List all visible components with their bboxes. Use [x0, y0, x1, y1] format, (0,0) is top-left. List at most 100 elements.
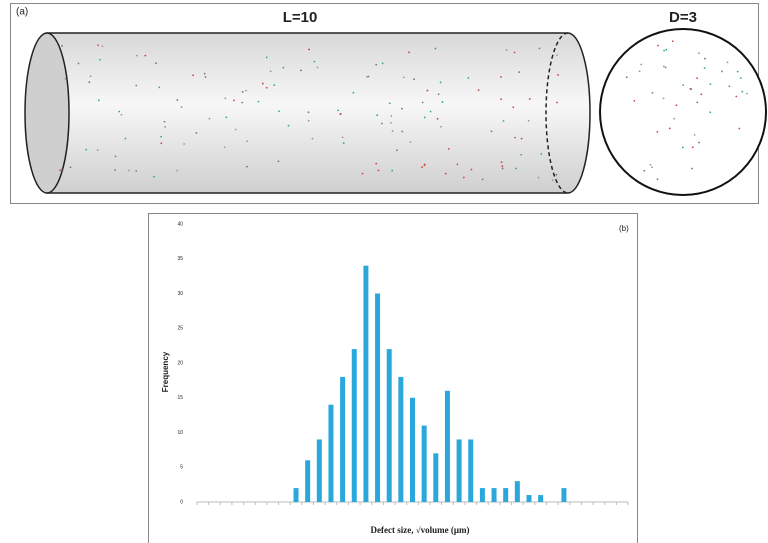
- defect-dot: [649, 163, 652, 166]
- y-tick-label: 5: [180, 465, 183, 471]
- bar: [444, 390, 450, 502]
- defect-dot: [421, 166, 423, 169]
- length-label: L=10: [283, 9, 318, 26]
- y-tick-label: 35: [177, 256, 183, 262]
- panel-b-frame: [148, 213, 638, 543]
- defect-dot: [60, 168, 63, 171]
- defect-dot: [225, 116, 228, 119]
- defect-dot: [514, 136, 516, 139]
- defect-dot: [501, 167, 504, 170]
- defect-dot: [155, 62, 157, 65]
- defect-dot: [527, 119, 530, 122]
- defect-dot: [153, 175, 155, 178]
- defect-dot: [437, 93, 440, 96]
- cylinder-hidden-edge: [545, 32, 569, 194]
- defect-dot: [114, 169, 117, 171]
- defect-dot: [375, 63, 378, 66]
- y-tick-label: 20: [177, 360, 183, 366]
- defect-dot: [691, 167, 693, 170]
- defect-dot: [99, 58, 102, 61]
- defect-dot: [408, 51, 410, 54]
- defect-dot: [520, 153, 523, 156]
- defect-dot: [163, 120, 166, 123]
- defect-dot: [700, 93, 703, 96]
- defect-dot: [381, 62, 384, 65]
- defect-dot: [339, 113, 342, 115]
- defect-dot: [337, 109, 339, 112]
- defect-dot: [377, 169, 380, 172]
- bar: [514, 481, 520, 502]
- defect-dot: [500, 76, 502, 78]
- defect-dot: [402, 76, 405, 79]
- defect-dot: [538, 47, 541, 50]
- bar: [479, 488, 485, 502]
- defect-dot: [124, 137, 127, 140]
- defect-dot: [556, 54, 558, 57]
- defect-dot: [557, 74, 560, 76]
- defect-dot: [135, 84, 138, 87]
- defect-dot: [696, 101, 699, 104]
- defect-dot: [423, 164, 426, 167]
- defect-dot: [726, 61, 729, 64]
- defect-dot: [316, 66, 319, 69]
- defect-dot: [502, 120, 505, 122]
- y-tick-label: 40: [177, 221, 183, 227]
- defect-dot: [481, 178, 484, 181]
- y-axis-title: Frequency: [161, 351, 170, 392]
- defect-dot: [223, 146, 226, 149]
- defect-dot: [668, 127, 671, 130]
- defect-dot: [192, 74, 195, 77]
- defect-dot: [515, 167, 517, 170]
- defect-dot: [118, 110, 121, 113]
- defect-dot: [540, 153, 543, 155]
- defect-dot: [671, 40, 674, 43]
- defect-dot: [703, 57, 706, 60]
- defect-dot: [664, 66, 667, 69]
- defect-dot: [380, 122, 383, 125]
- bar: [526, 495, 532, 502]
- defect-dot: [135, 54, 138, 57]
- defect-dot: [467, 77, 470, 79]
- defect-dot: [308, 48, 310, 51]
- panel-a-label: (a): [16, 7, 28, 18]
- defect-dot: [691, 146, 694, 149]
- defect-dot: [462, 176, 465, 179]
- defect-dot: [444, 172, 447, 175]
- defect-dot: [85, 148, 88, 151]
- defect-dot: [395, 149, 398, 152]
- defect-dot: [640, 63, 643, 66]
- defect-dot: [388, 102, 391, 105]
- defect-dot: [183, 143, 186, 145]
- defect-dot: [738, 127, 741, 130]
- bar: [293, 488, 299, 502]
- defect-dot: [401, 130, 404, 133]
- y-tick-label: 15: [177, 395, 183, 401]
- defect-dot: [257, 100, 260, 103]
- y-tick-label: 25: [177, 326, 183, 332]
- defect-dot: [64, 77, 67, 80]
- defect-dot: [681, 146, 684, 149]
- defect-dot: [500, 98, 503, 101]
- defect-dot: [88, 81, 91, 84]
- defect-dot: [501, 165, 504, 168]
- bar: [398, 376, 404, 502]
- defect-dot: [97, 44, 99, 47]
- defect-dot: [690, 88, 693, 91]
- defect-dot: [277, 160, 280, 163]
- defect-dot: [625, 76, 628, 79]
- defect-dot: [638, 70, 641, 73]
- defect-dot: [313, 60, 316, 63]
- defect-dot: [662, 65, 665, 68]
- defect-dot: [696, 77, 699, 80]
- bar: [421, 425, 427, 502]
- defect-dot: [278, 110, 280, 113]
- defect-dot: [735, 95, 738, 98]
- defect-dot: [307, 119, 310, 122]
- defect-dot: [208, 117, 211, 120]
- defect-dot: [59, 169, 61, 172]
- defect-dot: [176, 169, 179, 172]
- defect-dot: [114, 155, 117, 158]
- defect-dot: [746, 92, 748, 95]
- bar: [410, 397, 415, 502]
